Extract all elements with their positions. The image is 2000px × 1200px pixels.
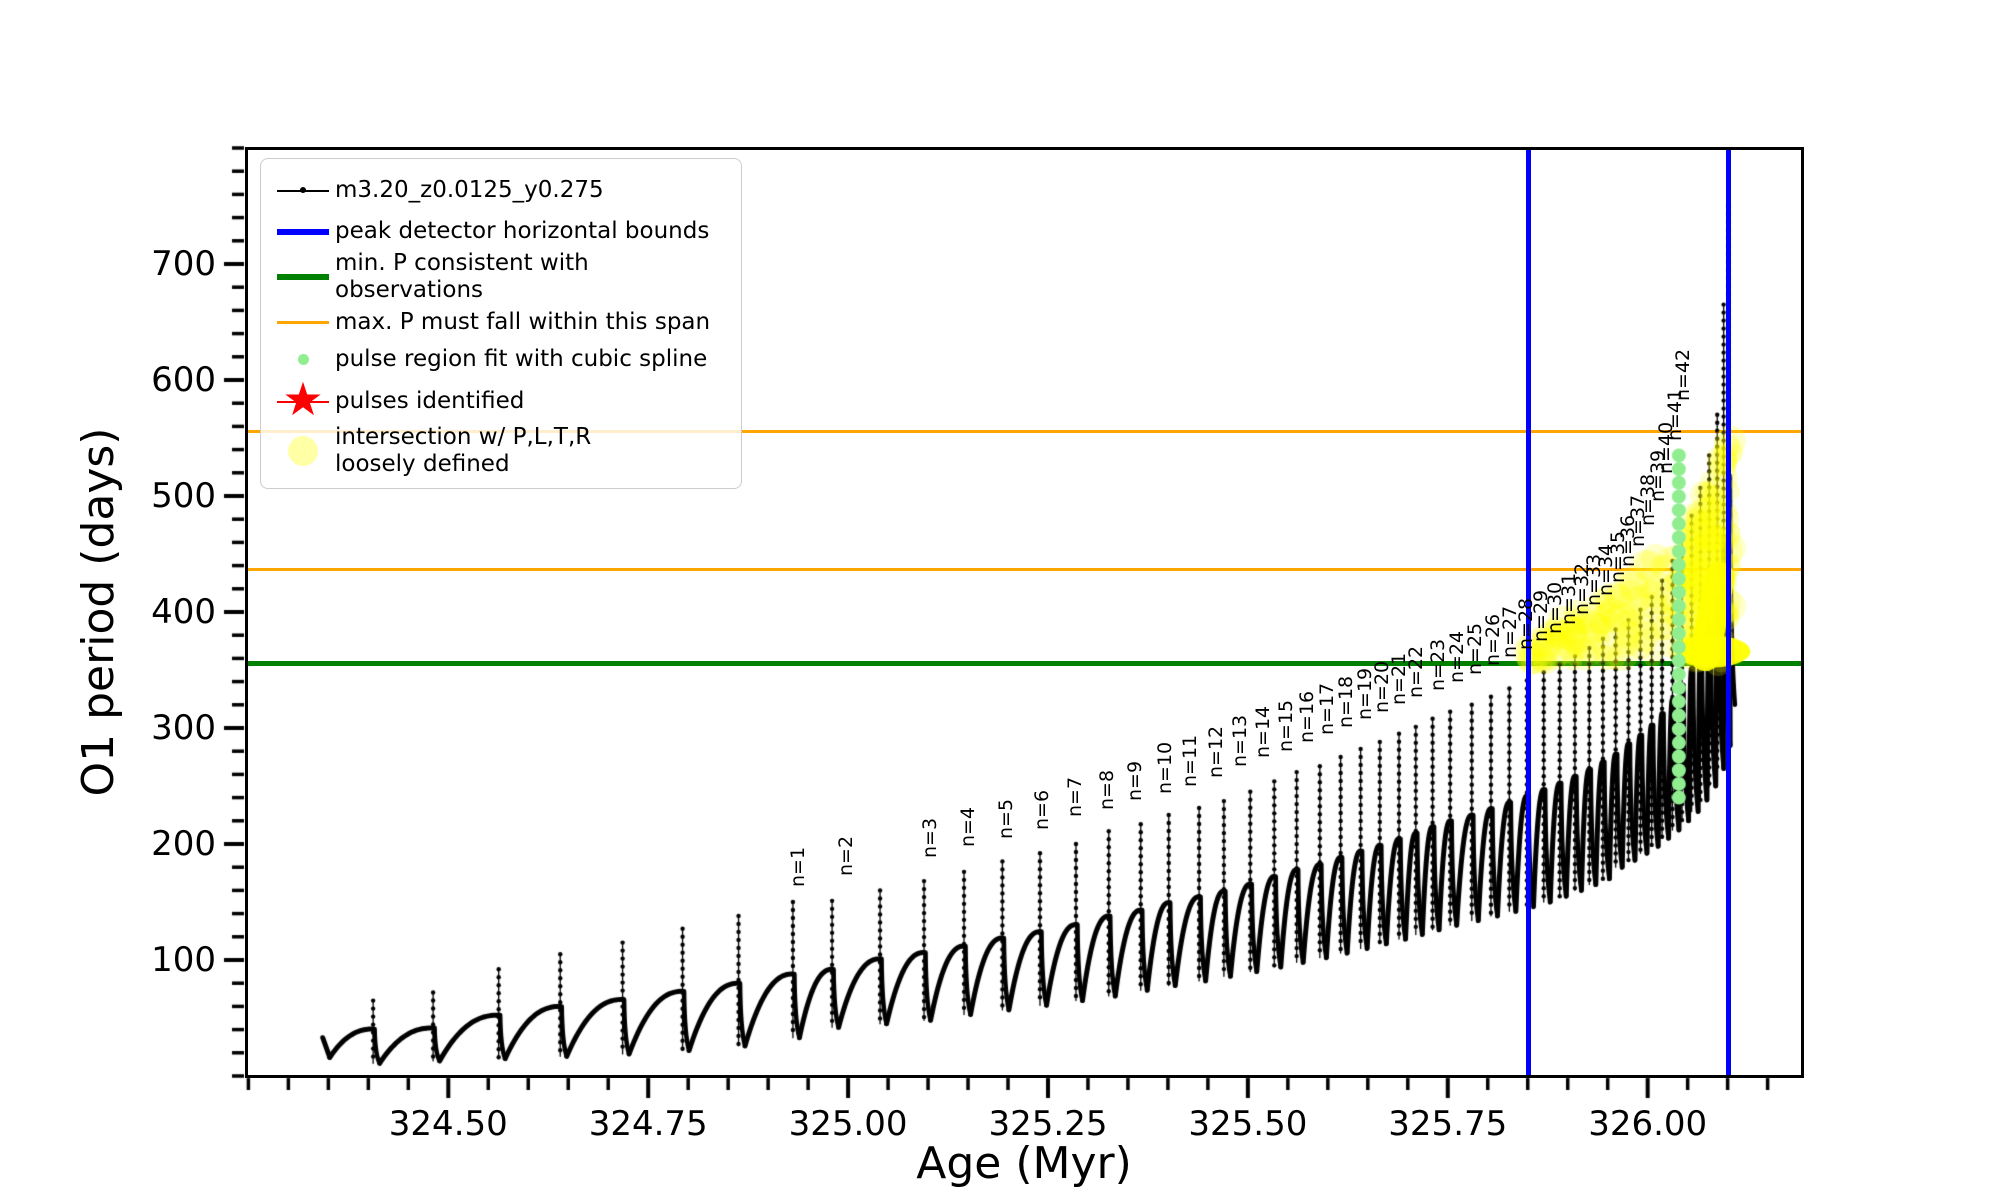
- pulse-annotation-n10: n=10: [1154, 741, 1177, 795]
- x-tick-label: 325.25: [988, 1104, 1108, 1144]
- legend-entry-label: pulse region fit with cubic spline: [335, 346, 708, 372]
- pulse-annotation-n3: n=3: [919, 817, 942, 858]
- y-tick-label: 200: [151, 824, 216, 864]
- legend-entry-label: max. P must fall within this span: [335, 309, 711, 335]
- pulse-annotation-n11: n=11: [1178, 734, 1201, 788]
- pulse-annotation-n1: n=1: [787, 846, 810, 887]
- peak-detector-left-bound: [1526, 148, 1532, 1076]
- peak-detector-right-bound: [1725, 148, 1731, 1076]
- pulse-annotation-n15: n=15: [1274, 700, 1297, 753]
- pulse-annotation-n16: n=16: [1295, 690, 1318, 743]
- x-tick-label: 324.50: [388, 1104, 508, 1144]
- legend-entry-label: peak detector horizontal bounds: [335, 218, 710, 244]
- x-tick-label: 325.00: [788, 1104, 908, 1144]
- pulse-annotation-n23: n=23: [1426, 638, 1449, 691]
- legend-entry-label: pulses identified: [335, 387, 525, 414]
- star-icon: ★: [271, 376, 335, 424]
- legend-entry: peak detector horizontal bounds: [271, 213, 727, 250]
- legend-entry: ★ pulses identified: [271, 376, 727, 424]
- pulse-annotation-n17: n=17: [1315, 682, 1338, 735]
- y-tick-label: 600: [151, 360, 216, 400]
- x-tick-label: 324.75: [588, 1104, 708, 1144]
- x-tick-label: 325.75: [1388, 1104, 1508, 1144]
- legend-entry-label: min. P consistent with observations: [335, 250, 589, 303]
- legend-entry: max. P must fall within this span: [271, 304, 727, 341]
- legend-entry: min. P consistent with observations: [271, 250, 727, 304]
- y-tick-label: 100: [151, 940, 216, 980]
- intersection-dot-icon: [271, 436, 335, 466]
- pulse-annotation-n8: n=8: [1095, 770, 1118, 811]
- pulse-annotation-n6: n=6: [1030, 789, 1053, 830]
- line-swatch-icon: [271, 228, 335, 235]
- x-tick-label: 326.00: [1588, 1104, 1708, 1144]
- pulse-annotation-n7: n=7: [1063, 777, 1086, 818]
- y-tick-label: 500: [151, 476, 216, 516]
- pulse-annotation-n12: n=12: [1205, 725, 1228, 778]
- plot-area: [244, 146, 1804, 1078]
- legend-entry: intersection w/ P,L,T,R loosely defined: [271, 424, 727, 478]
- legend-entry: m3.20_z0.0125_y0.275: [271, 167, 727, 213]
- series-line-icon: [271, 167, 335, 213]
- y-tick-label: 300: [151, 708, 216, 748]
- x-tick-label: 325.50: [1188, 1104, 1308, 1144]
- pulse-annotation-n22: n=22: [1405, 645, 1428, 698]
- pulse-annotation-n42: n=42: [1672, 348, 1695, 401]
- pulse-annotation-n9: n=9: [1123, 760, 1146, 801]
- legend-entry-label: intersection w/ P,L,T,R loosely defined: [335, 424, 592, 477]
- line-swatch-icon: [271, 274, 335, 280]
- pulse-annotation-n18: n=18: [1334, 675, 1357, 728]
- pulse-annotation-n14: n=14: [1251, 705, 1274, 759]
- y-tick-label: 700: [151, 244, 216, 284]
- y-tick-label: 400: [151, 592, 216, 632]
- legend-entry: pulse region fit with cubic spline: [271, 341, 727, 378]
- pulse-annotation-n13: n=13: [1229, 715, 1252, 768]
- legend-entry-label: m3.20_z0.0125_y0.275: [335, 176, 604, 203]
- x-axis-title: Age (Myr): [916, 1138, 1132, 1189]
- y-axis-title: O1 period (days): [73, 427, 124, 797]
- pulse-annotation-n5: n=5: [994, 799, 1017, 840]
- spline-dot-icon: [271, 354, 335, 365]
- line-swatch-icon: [271, 321, 335, 324]
- pulse-annotation-n2: n=2: [835, 836, 858, 877]
- pulse-annotation-n4: n=4: [957, 807, 980, 848]
